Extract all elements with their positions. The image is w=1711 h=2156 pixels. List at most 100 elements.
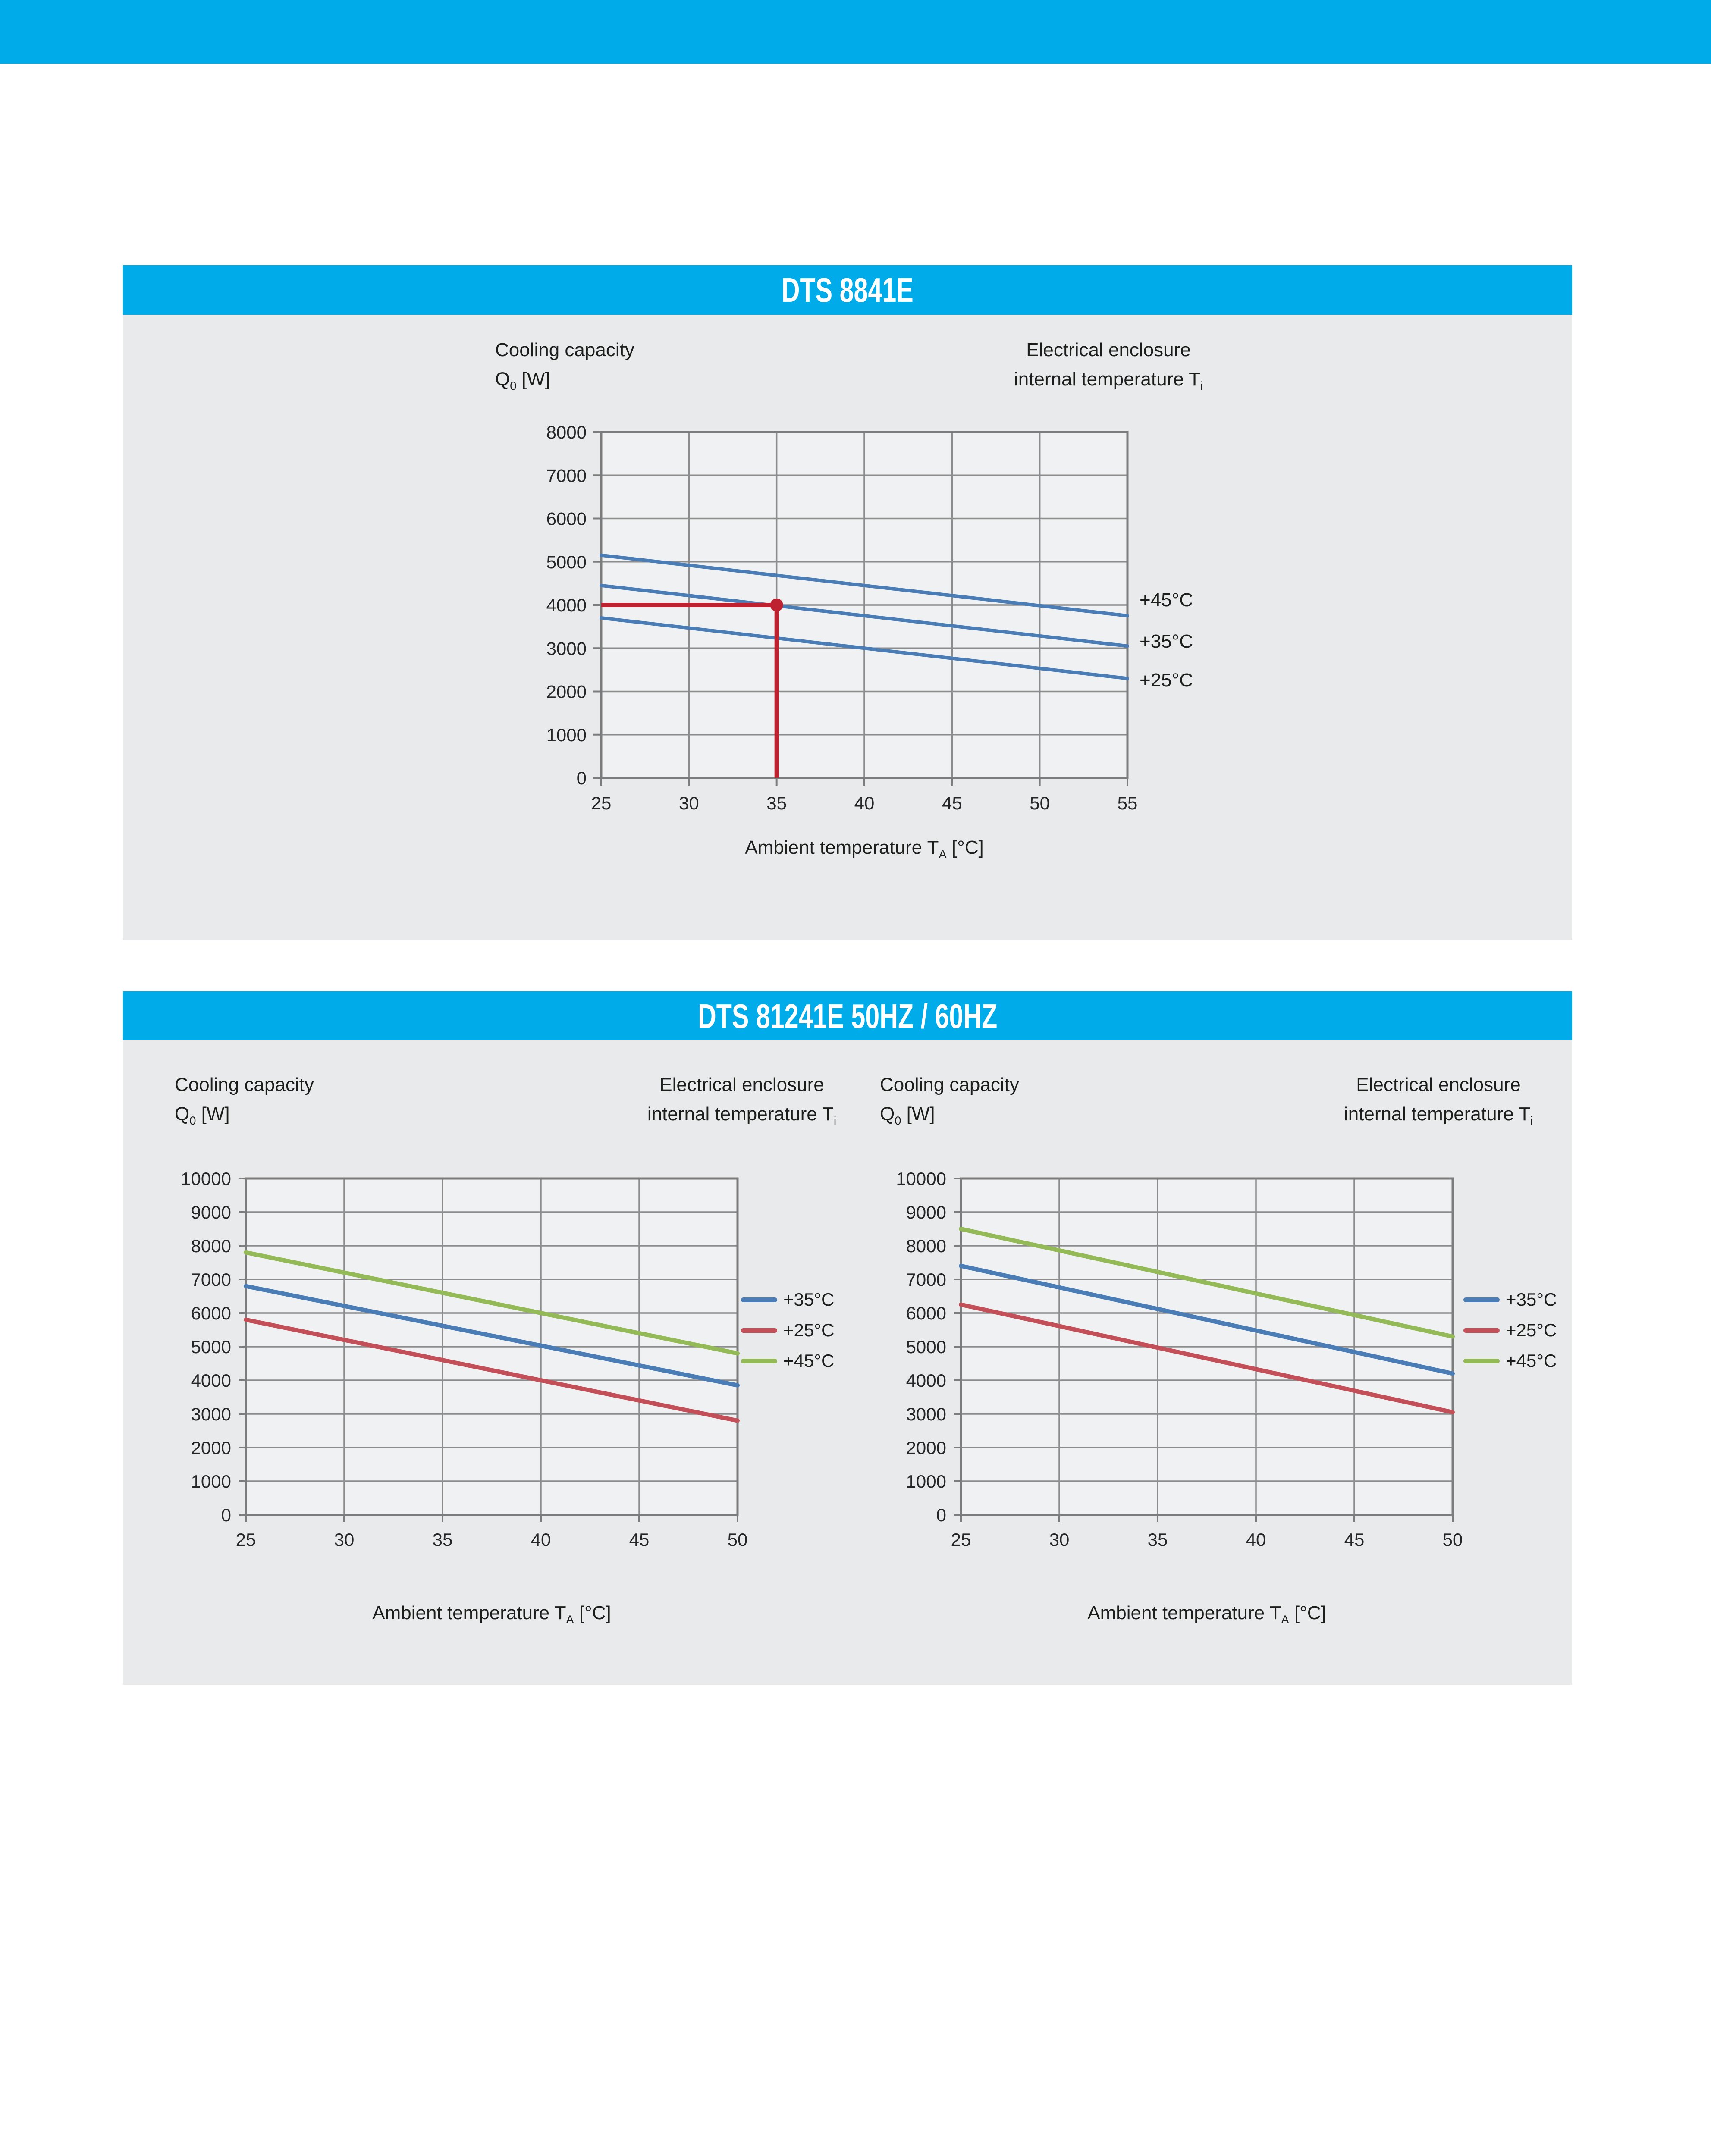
y-tick-label: 5000 bbox=[906, 1337, 946, 1357]
enclosure-temp-line2: internal temperature Ti bbox=[1014, 369, 1203, 392]
series-line-+25°C bbox=[600, 616, 1129, 680]
series-line-+25°C bbox=[959, 1302, 1455, 1415]
legend-item-+45°C: +45°C bbox=[741, 1351, 834, 1371]
cooling-capacity-line1: Cooling capacity bbox=[495, 339, 634, 360]
cooling-capacity-label: Cooling capacity Q0 [W] bbox=[175, 1070, 314, 1129]
y-tick-label: 5000 bbox=[191, 1337, 231, 1357]
enclosure-temp-line2: internal temperature Ti bbox=[1344, 1103, 1533, 1127]
series-end-label-+35°C: +35°C bbox=[1140, 631, 1193, 652]
y-tick-label: 6000 bbox=[546, 509, 587, 529]
series-line-+45°C bbox=[600, 553, 1129, 618]
x-tick-label: 50 bbox=[1030, 793, 1050, 813]
y-tick-label: 8000 bbox=[546, 422, 587, 442]
series-line-+35°C bbox=[600, 583, 1129, 648]
cooling-capacity-line1: Cooling capacity bbox=[175, 1074, 314, 1095]
legend-item-+25°C: +25°C bbox=[741, 1320, 834, 1341]
legend-item-+25°C: +25°C bbox=[1463, 1320, 1557, 1341]
section-title: DTS 8841E bbox=[781, 270, 914, 309]
legend-label: +25°C bbox=[1506, 1320, 1557, 1340]
enclosure-temp-line2: internal temperature Ti bbox=[647, 1103, 837, 1127]
legend-swatch bbox=[741, 1358, 777, 1363]
y-tick-label: 5000 bbox=[546, 552, 587, 572]
legend-swatch bbox=[1463, 1297, 1500, 1302]
section-title-bar-dts81241e: DTS 81241E 50HZ / 60HZ bbox=[123, 991, 1572, 1041]
y-tick-label: 6000 bbox=[906, 1303, 946, 1323]
legend-label: +45°C bbox=[1506, 1351, 1557, 1371]
enclosure-temp-line1: Electrical enclosure bbox=[659, 1074, 824, 1095]
enclosure-temp-label: Electrical enclosure internal temperatur… bbox=[1309, 1070, 1568, 1129]
section-title-bar-dts8841e: DTS 8841E bbox=[123, 265, 1572, 315]
series-end-label-+45°C: +45°C bbox=[1140, 589, 1193, 611]
x-tick-label: 50 bbox=[1443, 1529, 1463, 1550]
enclosure-temp-label: Electrical enclosure internal temperatur… bbox=[612, 1070, 871, 1129]
legend-label: +35°C bbox=[783, 1289, 835, 1310]
legend-item-+35°C: +35°C bbox=[741, 1289, 834, 1310]
legend-label: +35°C bbox=[1506, 1289, 1557, 1310]
cooling-capacity-label: Cooling capacity Q0 [W] bbox=[880, 1070, 1019, 1129]
x-tick-label: 45 bbox=[629, 1529, 650, 1550]
y-tick-label: 7000 bbox=[191, 1269, 231, 1290]
series-line-+35°C bbox=[959, 1263, 1455, 1376]
y-tick-label: 4000 bbox=[191, 1370, 231, 1391]
cooling-capacity-line2: Q0 [W] bbox=[495, 369, 550, 392]
x-tick-label: 40 bbox=[854, 793, 875, 813]
series-line-+25°C bbox=[244, 1317, 740, 1423]
enclosure-temp-line1: Electrical enclosure bbox=[1026, 339, 1191, 360]
y-tick-label: 3000 bbox=[191, 1404, 231, 1424]
legend-swatch bbox=[1463, 1358, 1500, 1363]
cooling-capacity-line2: Q0 [W] bbox=[175, 1103, 230, 1127]
y-tick-label: 3000 bbox=[906, 1404, 946, 1424]
x-tick-label: 35 bbox=[1148, 1529, 1168, 1550]
y-tick-label: 9000 bbox=[906, 1202, 946, 1222]
x-tick-label: 30 bbox=[1049, 1529, 1070, 1550]
x-axis-label: Ambient temperature TA [°C] bbox=[372, 1602, 611, 1626]
annotation-point bbox=[770, 599, 783, 611]
enclosure-temp-label: Electrical enclosure internal temperatur… bbox=[936, 335, 1281, 394]
y-tick-label: 4000 bbox=[906, 1370, 946, 1391]
x-tick-label: 45 bbox=[942, 793, 962, 813]
y-tick-label: 2000 bbox=[906, 1438, 946, 1458]
y-tick-label: 10000 bbox=[896, 1169, 946, 1189]
cooling-capacity-line2: Q0 [W] bbox=[880, 1103, 935, 1127]
cooling-capacity-line1: Cooling capacity bbox=[880, 1074, 1019, 1095]
legend-label: +45°C bbox=[783, 1351, 835, 1371]
y-tick-label: 0 bbox=[936, 1505, 946, 1525]
x-tick-label: 30 bbox=[679, 793, 699, 813]
x-tick-label: 25 bbox=[951, 1529, 971, 1550]
x-tick-label: 35 bbox=[766, 793, 787, 813]
y-tick-label: 0 bbox=[577, 768, 587, 788]
series-end-label-+25°C: +25°C bbox=[1140, 670, 1193, 691]
x-tick-label: 40 bbox=[531, 1529, 551, 1550]
y-tick-label: 6000 bbox=[191, 1303, 231, 1323]
x-tick-label: 30 bbox=[334, 1529, 355, 1550]
cooling-capacity-label: Cooling capacity Q0 [W] bbox=[495, 335, 634, 394]
x-tick-label: 45 bbox=[1344, 1529, 1365, 1550]
x-tick-label: 40 bbox=[1246, 1529, 1266, 1550]
legend-label: +25°C bbox=[783, 1320, 835, 1340]
x-tick-label: 55 bbox=[1118, 793, 1138, 813]
y-tick-label: 4000 bbox=[546, 595, 587, 615]
series-line-+45°C bbox=[244, 1250, 740, 1356]
y-tick-label: 2000 bbox=[191, 1438, 231, 1458]
x-axis-label: Ambient temperature TA [°C] bbox=[745, 837, 984, 861]
enclosure-temp-line1: Electrical enclosure bbox=[1356, 1074, 1521, 1095]
y-tick-label: 1000 bbox=[546, 725, 587, 745]
legend-item-+35°C: +35°C bbox=[1463, 1289, 1557, 1310]
x-tick-label: 35 bbox=[433, 1529, 453, 1550]
series-line-+35°C bbox=[244, 1284, 740, 1388]
x-tick-label: 25 bbox=[236, 1529, 256, 1550]
x-tick-label: 25 bbox=[591, 793, 612, 813]
y-tick-label: 7000 bbox=[906, 1269, 946, 1290]
y-tick-label: 10000 bbox=[181, 1169, 231, 1189]
y-tick-label: 0 bbox=[221, 1505, 231, 1525]
series-line-+45°C bbox=[959, 1227, 1455, 1339]
x-axis-label: Ambient temperature TA [°C] bbox=[1087, 1602, 1326, 1626]
legend-item-+45°C: +45°C bbox=[1463, 1351, 1557, 1371]
y-tick-label: 1000 bbox=[191, 1471, 231, 1492]
y-tick-label: 7000 bbox=[546, 465, 587, 486]
x-tick-label: 50 bbox=[728, 1529, 748, 1550]
legend-swatch bbox=[741, 1297, 777, 1302]
y-tick-label: 8000 bbox=[906, 1236, 946, 1256]
y-tick-label: 1000 bbox=[906, 1471, 946, 1492]
